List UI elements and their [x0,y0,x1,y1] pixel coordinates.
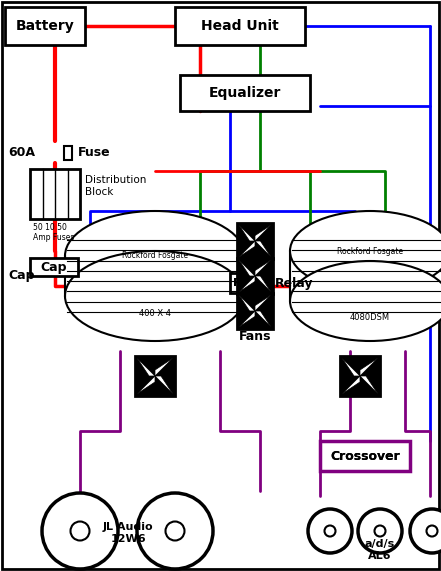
Polygon shape [255,241,271,257]
Polygon shape [155,376,173,394]
Circle shape [308,509,352,553]
Circle shape [42,493,118,569]
Text: Relay: Relay [275,278,314,291]
Bar [320,441,410,471]
Bar [135,356,175,396]
Polygon shape [255,276,271,292]
Text: Rockford Fosgate: Rockford Fosgate [337,247,403,255]
Text: Distribution
Block: Distribution Block [85,175,146,197]
Polygon shape [342,376,360,394]
Text: Crossover: Crossover [330,449,400,463]
Ellipse shape [65,251,245,341]
Polygon shape [360,358,378,376]
Circle shape [137,493,213,569]
Polygon shape [239,225,255,241]
Text: 4080DSM: 4080DSM [350,312,390,321]
Text: Fuse: Fuse [78,147,111,159]
Text: Equalizer: Equalizer [209,86,281,100]
Text: Head Unit: Head Unit [201,19,279,33]
Text: Cap: Cap [8,270,34,283]
Text: Rockford Fosgate: Rockford Fosgate [122,251,188,260]
Bar [180,75,310,111]
Text: Crossover: Crossover [330,449,400,463]
Bar [237,223,273,259]
Polygon shape [342,358,360,376]
Circle shape [410,509,441,553]
Circle shape [71,521,90,541]
Text: 60A: 60A [8,147,35,159]
Bar [340,356,380,396]
Polygon shape [239,295,255,311]
Polygon shape [360,376,378,394]
Bar [5,7,85,45]
Polygon shape [255,225,271,241]
Circle shape [374,525,385,537]
Circle shape [325,525,336,537]
Bar [65,256,245,296]
Bar [290,251,441,301]
Bar [230,273,270,293]
Polygon shape [155,358,173,376]
Bar [30,258,78,276]
Text: Fans: Fans [239,329,271,343]
Polygon shape [255,295,271,311]
Bar [30,169,80,219]
Ellipse shape [65,211,245,301]
Polygon shape [239,241,255,257]
Ellipse shape [290,211,441,291]
Text: Battery: Battery [15,19,75,33]
Polygon shape [255,260,271,276]
Bar [237,293,273,329]
Polygon shape [239,260,255,276]
Text: 50 10 50: 50 10 50 [33,223,67,232]
Bar [64,146,72,160]
Polygon shape [239,311,255,327]
Text: a/d/s
AL6: a/d/s AL6 [365,539,395,561]
Text: Amp Fuses: Amp Fuses [33,233,75,242]
Ellipse shape [290,261,441,341]
Polygon shape [137,358,155,376]
Circle shape [165,521,184,541]
Bar [237,258,273,294]
Text: JL Audio
12W6: JL Audio 12W6 [103,522,153,544]
Bar [320,441,410,471]
Circle shape [358,509,402,553]
Text: Cap: Cap [41,260,67,274]
Text: Relay: Relay [233,278,267,288]
Text: 400 X 4: 400 X 4 [139,309,171,319]
Circle shape [426,525,437,537]
Polygon shape [255,311,271,327]
Bar [175,7,305,45]
Polygon shape [239,276,255,292]
Polygon shape [137,376,155,394]
